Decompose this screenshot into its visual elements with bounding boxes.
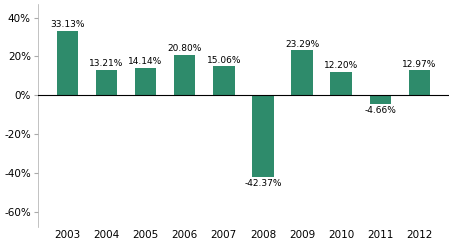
Bar bbox=[252, 95, 274, 177]
Bar bbox=[370, 95, 391, 104]
Text: 13.21%: 13.21% bbox=[89, 59, 124, 68]
Bar bbox=[213, 66, 235, 95]
Bar bbox=[57, 31, 78, 95]
Text: 12.20%: 12.20% bbox=[324, 61, 358, 70]
Bar bbox=[291, 50, 313, 95]
Bar bbox=[409, 70, 430, 95]
Bar bbox=[330, 72, 352, 95]
Text: 33.13%: 33.13% bbox=[50, 20, 85, 30]
Bar bbox=[135, 68, 156, 95]
Text: 15.06%: 15.06% bbox=[207, 56, 241, 64]
Bar bbox=[96, 70, 117, 95]
Text: 20.80%: 20.80% bbox=[168, 44, 202, 53]
Text: 14.14%: 14.14% bbox=[128, 57, 163, 66]
Text: -42.37%: -42.37% bbox=[244, 179, 282, 188]
Bar bbox=[174, 55, 195, 95]
Text: 12.97%: 12.97% bbox=[402, 60, 437, 69]
Text: 23.29%: 23.29% bbox=[285, 40, 319, 49]
Text: -4.66%: -4.66% bbox=[364, 106, 396, 115]
